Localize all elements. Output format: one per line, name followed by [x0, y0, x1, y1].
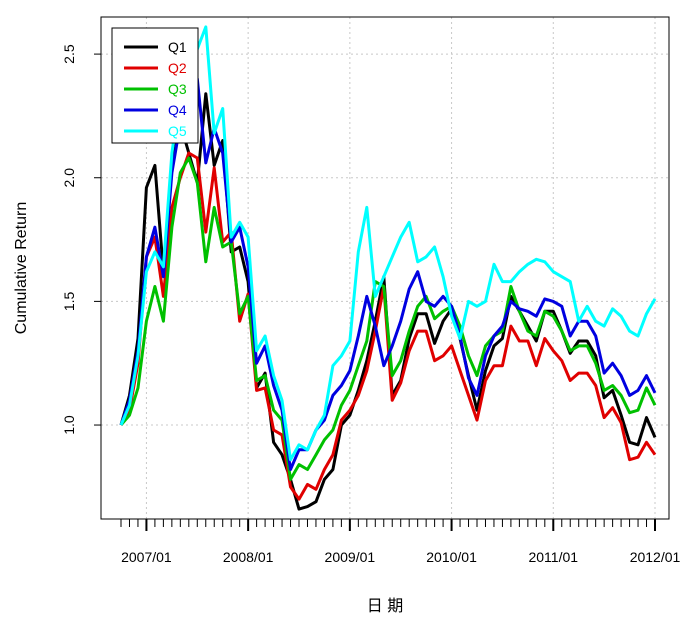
x-tick-label-2: 2009/01 — [325, 549, 376, 565]
legend-label-Q4: Q4 — [168, 102, 187, 118]
legend-label-Q2: Q2 — [168, 60, 187, 76]
axis-layer: 2007/01 2008/01 2009/01 2010/01 2011/01 2012/… — [61, 44, 681, 565]
x-axis-title: 日 期 — [367, 597, 403, 615]
y-tick-label-3: 2.5 — [61, 44, 77, 64]
legend: Q1 Q2 Q3 Q4 Q5 — [111, 27, 199, 144]
y-tick-label-2: 2.0 — [61, 168, 77, 188]
series-line-Q5 — [119, 25, 657, 462]
legend-label-Q1: Q1 — [168, 39, 187, 55]
series-line-Q4 — [119, 77, 657, 471]
x-tick-label-0: 2007/01 — [121, 549, 172, 565]
x-tick-label-1: 2008/01 — [223, 549, 274, 565]
x-tick-label-4: 2011/01 — [528, 549, 578, 565]
x-tick-label-3: 2010/01 — [426, 549, 477, 565]
y-tick-label-0: 1.0 — [61, 415, 77, 435]
series-line-Q3 — [119, 156, 657, 481]
plot-area-frame — [100, 16, 670, 520]
y-axis-title: Cumulative Return — [13, 202, 30, 335]
series-layer — [119, 25, 657, 511]
legend-label-Q3: Q3 — [168, 81, 187, 97]
x-tick-label-5: 2012/01 — [630, 549, 681, 565]
legend-label-Q5: Q5 — [168, 123, 187, 139]
y-tick-label-1: 1.5 — [61, 291, 77, 311]
